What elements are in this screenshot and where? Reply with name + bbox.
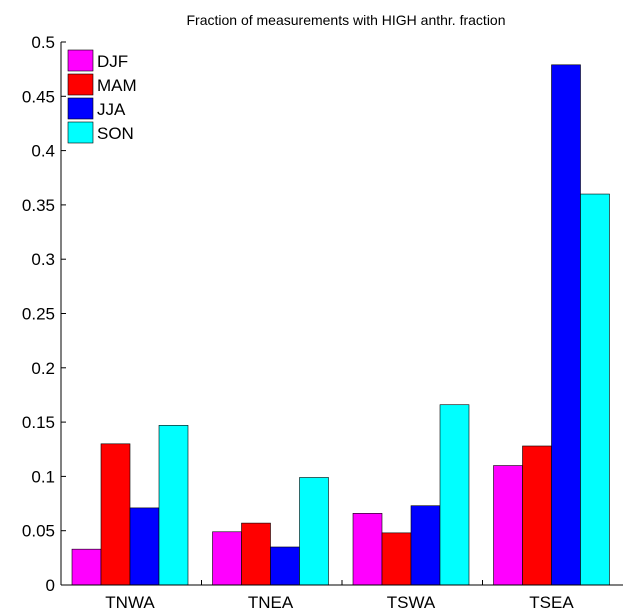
bar-son-tnwa — [158, 425, 189, 586]
chart-title: Fraction of measurements with HIGH anthr… — [186, 12, 505, 28]
y-tick-label: 0.05 — [22, 522, 55, 541]
legend-swatch-jja — [67, 97, 94, 120]
bar-mam-tsea — [522, 445, 552, 586]
y-tick-label: 0.1 — [31, 467, 55, 486]
y-tick-label: 0.15 — [22, 413, 55, 432]
bar-son-tsea — [580, 193, 610, 586]
legend-swatch-son — [67, 121, 94, 144]
bar-djf-tnwa — [71, 548, 102, 586]
bar-djf-tswa — [352, 513, 383, 586]
x-tick-label: TSWA — [387, 593, 436, 612]
y-tick-label: 0.35 — [22, 196, 55, 215]
y-tick-label: 0 — [46, 576, 55, 595]
bar-mam-tswa — [381, 532, 412, 586]
x-tick-label: TNEA — [248, 593, 294, 612]
x-tick-label: TSEA — [529, 593, 574, 612]
bar-jja-tnwa — [129, 507, 160, 586]
y-ticks: 0 0.05 0.1 0.15 0.2 0.25 0.3 0.35 0.4 0.45 0.5 — [22, 33, 66, 595]
bar-jja-tsea — [551, 64, 581, 586]
bar-son-tswa — [439, 404, 470, 586]
bar-jja-tnea — [270, 546, 300, 586]
legend-label-son: SON — [97, 124, 134, 143]
bar-jja-tswa — [410, 505, 441, 586]
y-tick-label: 0.4 — [31, 142, 55, 161]
y-tick-label: 0.2 — [31, 359, 55, 378]
bar-djf-tsea — [493, 465, 523, 586]
x-ticks: TNWA TNEA TSWA TSEA — [105, 580, 574, 612]
y-tick-label: 0.3 — [31, 250, 55, 269]
legend-label-djf: DJF — [97, 52, 128, 71]
y-tick-label: 0.25 — [22, 305, 55, 324]
legend-swatch-mam — [67, 73, 94, 96]
legend-swatch-djf — [67, 49, 94, 72]
bar-mam-tnea — [241, 522, 271, 586]
legend-label-jja: JJA — [97, 100, 126, 119]
bar-mam-tnwa — [100, 443, 131, 586]
bars-layer — [71, 64, 610, 586]
x-tick-label: TNWA — [105, 593, 155, 612]
y-tick-label: 0.45 — [22, 87, 55, 106]
bar-djf-tnea — [212, 531, 242, 586]
y-tick-label: 0.5 — [31, 33, 55, 52]
bar-son-tnea — [299, 477, 329, 586]
legend: DJF MAM JJA SON — [67, 49, 137, 144]
legend-label-mam: MAM — [97, 76, 137, 95]
